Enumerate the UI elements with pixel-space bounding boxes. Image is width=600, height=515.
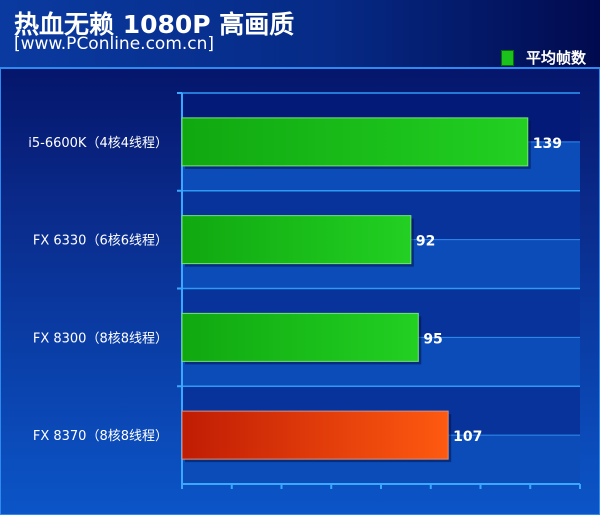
category-label: i5-6600K（4核4线程） bbox=[28, 136, 168, 151]
value-label: 95 bbox=[423, 331, 442, 347]
bar bbox=[181, 312, 419, 362]
plot-border bbox=[0, 67, 600, 515]
legend: 平均帧数 bbox=[500, 47, 586, 68]
chart-title: 热血无赖 1080P 高画质 bbox=[14, 10, 295, 39]
value-label: 139 bbox=[533, 136, 562, 152]
legend-label: 平均帧数 bbox=[525, 49, 586, 67]
value-label: 92 bbox=[416, 234, 435, 250]
chart-subtitle: [www.PConline.com.cn] bbox=[14, 34, 215, 54]
bar bbox=[181, 215, 412, 265]
category-label: FX 8370（8核8线程） bbox=[33, 429, 168, 444]
bar bbox=[181, 410, 449, 460]
category-label: FX 8300（8核8线程） bbox=[33, 331, 168, 346]
category-label: FX 6330（6核6线程） bbox=[33, 234, 168, 249]
bar bbox=[181, 117, 529, 167]
legend-swatch bbox=[500, 49, 514, 66]
value-label: 107 bbox=[453, 429, 482, 445]
chart-header: 热血无赖 1080P 高画质 [www.PConline.com.cn] 平均帧… bbox=[0, 0, 600, 68]
